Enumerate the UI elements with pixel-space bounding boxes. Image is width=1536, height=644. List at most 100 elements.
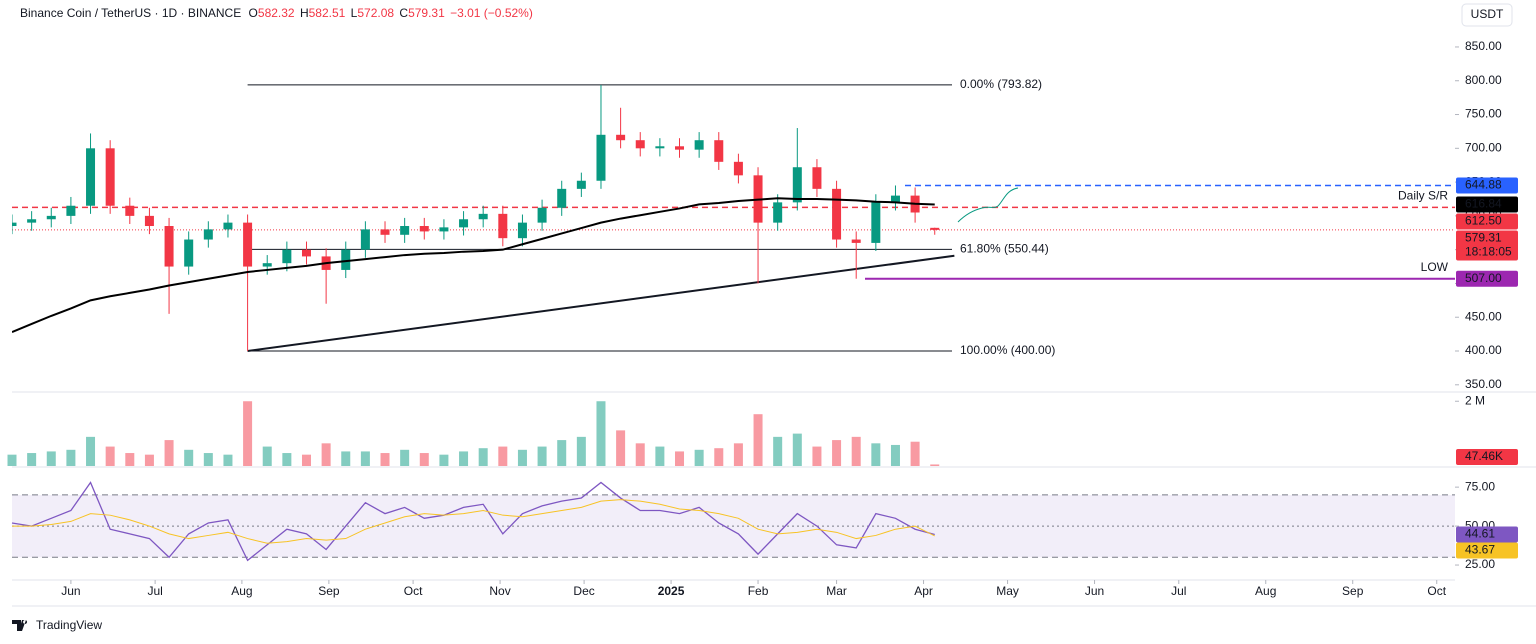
header: Binance Coin / TetherUS · 1D · BINANCE O…: [20, 6, 533, 20]
volume-bar: [419, 453, 429, 466]
volume-bar: [27, 453, 37, 466]
candle-body: [596, 134, 606, 181]
volume-bar: [478, 448, 488, 466]
x-tick-label: Mar: [826, 584, 847, 598]
candle-body: [46, 215, 56, 220]
candle-body: [694, 140, 704, 150]
volume-bar: [203, 453, 213, 466]
rsi-badge: 44.61: [1465, 527, 1495, 541]
volume-bar: [360, 451, 370, 466]
volume-bar: [223, 454, 233, 466]
volume-bar: [301, 454, 311, 466]
y-tick-label: 750.00: [1465, 107, 1502, 121]
projection-curve: [957, 187, 1019, 223]
candle-body: [341, 249, 351, 270]
logo-icon: [12, 620, 28, 631]
x-tick-label: Jul: [147, 584, 162, 598]
candle-body: [27, 219, 37, 223]
candle-body: [714, 140, 724, 162]
y-tick-label: 75.00: [1465, 479, 1495, 493]
x-tick-label: Feb: [748, 584, 769, 598]
x-tick-label: Nov: [489, 584, 510, 598]
candle-body: [282, 249, 292, 264]
volume-bar: [851, 436, 861, 466]
volume-bar: [66, 449, 76, 466]
x-tick-label: May: [996, 584, 1019, 598]
y-tick-label: 700.00: [1465, 140, 1502, 154]
x-tick-label: Sep: [318, 584, 340, 598]
level-badge: 507.00: [1465, 271, 1502, 285]
volume-bar: [537, 446, 547, 466]
candle-body: [400, 226, 410, 235]
candle-body: [616, 134, 626, 141]
candle-body: [301, 249, 311, 257]
candle-body: [635, 140, 645, 149]
open-label: O: [249, 6, 258, 20]
candle-body: [360, 229, 370, 250]
volume-bar: [439, 454, 449, 466]
volume-bar: [714, 448, 724, 466]
candle-body: [105, 148, 115, 206]
close-value: 579.31: [408, 6, 445, 20]
volume-bar: [930, 464, 940, 466]
y-tick-label: 2 M: [1465, 393, 1485, 407]
candle-body: [930, 227, 940, 230]
x-tick-label: Aug: [231, 584, 252, 598]
rsi-badge-bg: [1456, 526, 1518, 543]
candle-body: [576, 180, 586, 189]
volume-badge-bg: [1456, 449, 1518, 465]
volume-bar: [576, 436, 586, 466]
candle-body: [655, 146, 665, 149]
candle-body: [164, 226, 174, 267]
currency-button[interactable]: [1461, 3, 1513, 27]
volume-bar: [498, 446, 508, 466]
y-tick-label: 800.00: [1465, 73, 1502, 87]
candle-body: [792, 167, 802, 203]
currency[interactable]: USDT: [1471, 7, 1504, 21]
volume-bar: [86, 436, 96, 466]
low-label: L: [351, 6, 358, 20]
candle-body: [125, 205, 135, 216]
volume-bar: [164, 440, 174, 466]
volume-bar: [517, 449, 527, 466]
change: −3.01 (−0.52%): [450, 6, 533, 20]
price-pane: [12, 84, 1455, 353]
fib-label: 61.80% (550.44): [960, 242, 1049, 256]
candle-body: [537, 207, 547, 223]
level-badge: 644.88: [1465, 178, 1502, 192]
last-price-badge-bg: [1456, 230, 1518, 261]
trend-line: [247, 254, 955, 353]
volume-bar: [341, 451, 351, 466]
y-tick-label: 450.00: [1465, 309, 1502, 323]
x-tick-label: Sep: [1342, 584, 1364, 598]
volume-bar: [694, 449, 704, 466]
symbol: Binance Coin / TetherUS · 1D · BINANCE: [20, 6, 241, 20]
volume-bar: [400, 449, 410, 466]
volume-bar: [7, 454, 17, 466]
rsi-line: [12, 499, 935, 544]
volume-bar: [46, 451, 56, 466]
level-badge-bg: [1456, 213, 1518, 230]
candle-body: [517, 222, 527, 239]
rsi-badge-bg: [1456, 542, 1518, 559]
last-price-badge: 579.31: [1465, 231, 1502, 245]
ma-badge: 616.84: [1465, 197, 1502, 211]
candle-body: [380, 229, 390, 235]
footer-brand: TradingView: [36, 618, 102, 632]
level-badge: 612.50: [1465, 214, 1502, 228]
candle-body: [478, 213, 488, 220]
volume-bar: [596, 401, 606, 466]
candle-body: [439, 227, 449, 232]
close-label: C: [399, 6, 408, 20]
y-tick-label: 400.00: [1465, 343, 1502, 357]
fib-label: 0.00% (793.82): [960, 77, 1042, 91]
x-tick-label: Jun: [61, 584, 80, 598]
level-badge-bg: [1456, 177, 1518, 194]
candle-body: [871, 202, 881, 243]
rsi-line: [11, 481, 935, 562]
high-value: 582.51: [309, 6, 346, 20]
candle-body: [86, 148, 96, 206]
high-label: H: [300, 6, 309, 20]
candle-body: [243, 222, 253, 267]
